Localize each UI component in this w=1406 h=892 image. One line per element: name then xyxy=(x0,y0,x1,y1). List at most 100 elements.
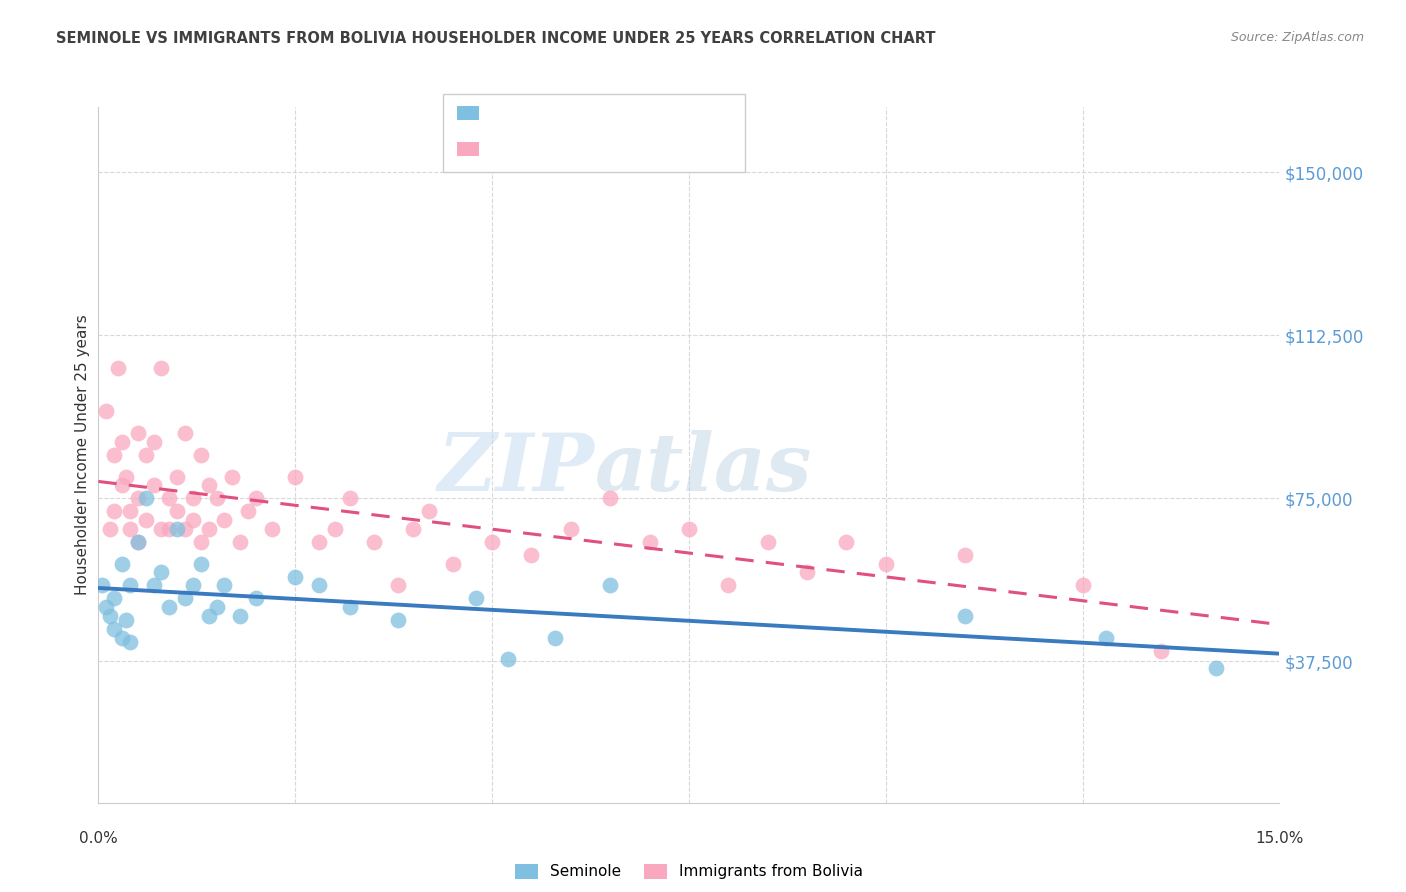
Point xyxy=(197,478,219,492)
Point xyxy=(135,448,157,462)
Point xyxy=(214,578,236,592)
Point xyxy=(1150,643,1173,657)
Legend: Seminole, Immigrants from Bolivia: Seminole, Immigrants from Bolivia xyxy=(509,857,869,886)
Point xyxy=(245,491,267,506)
Point xyxy=(496,652,519,666)
Point xyxy=(190,534,212,549)
Point xyxy=(135,491,157,506)
Point xyxy=(96,600,118,615)
Text: atlas: atlas xyxy=(595,430,811,508)
Point xyxy=(127,426,149,441)
Y-axis label: Householder Income Under 25 years: Householder Income Under 25 years xyxy=(75,315,90,595)
Point xyxy=(118,578,141,592)
Point xyxy=(284,570,307,584)
Point xyxy=(107,361,129,376)
Point xyxy=(190,448,212,462)
Point xyxy=(115,469,138,483)
Point xyxy=(363,534,385,549)
Point xyxy=(638,534,661,549)
Point xyxy=(166,522,188,536)
Point xyxy=(142,434,165,449)
Text: N =: N = xyxy=(609,142,643,156)
Point xyxy=(98,608,121,623)
Point xyxy=(260,522,283,536)
Text: 61: 61 xyxy=(651,142,672,156)
Text: SEMINOLE VS IMMIGRANTS FROM BOLIVIA HOUSEHOLDER INCOME UNDER 25 YEARS CORRELATIO: SEMINOLE VS IMMIGRANTS FROM BOLIVIA HOUS… xyxy=(56,31,936,46)
Point xyxy=(756,534,779,549)
Point xyxy=(127,534,149,549)
Text: -0.294: -0.294 xyxy=(531,106,586,120)
Point xyxy=(236,504,259,518)
Point xyxy=(229,608,252,623)
Point xyxy=(465,591,488,606)
Point xyxy=(181,513,204,527)
Point xyxy=(402,522,425,536)
Point xyxy=(150,566,173,580)
Point xyxy=(166,469,188,483)
Point xyxy=(387,578,409,592)
Point xyxy=(181,578,204,592)
Point xyxy=(1205,661,1227,675)
Point xyxy=(875,557,897,571)
Point xyxy=(166,504,188,518)
Point xyxy=(174,591,197,606)
Point xyxy=(111,434,134,449)
Point xyxy=(560,522,582,536)
Point xyxy=(111,631,134,645)
Point xyxy=(387,613,409,627)
Point xyxy=(1095,631,1118,645)
Point xyxy=(103,591,125,606)
Point xyxy=(96,404,118,418)
Point xyxy=(205,600,228,615)
Point xyxy=(284,469,307,483)
Point xyxy=(520,548,543,562)
Point xyxy=(441,557,464,571)
Point xyxy=(142,478,165,492)
Point xyxy=(418,504,440,518)
Point xyxy=(103,504,125,518)
Point xyxy=(127,491,149,506)
Point xyxy=(953,608,976,623)
Point xyxy=(229,534,252,549)
Text: 15.0%: 15.0% xyxy=(1256,830,1303,846)
Point xyxy=(181,491,204,506)
Point xyxy=(953,548,976,562)
Text: 35: 35 xyxy=(651,106,672,120)
Text: 0.0%: 0.0% xyxy=(79,830,118,846)
Point xyxy=(197,608,219,623)
Point xyxy=(118,635,141,649)
Point xyxy=(174,522,197,536)
Text: R =: R = xyxy=(491,142,524,156)
Point xyxy=(205,491,228,506)
Text: Source: ZipAtlas.com: Source: ZipAtlas.com xyxy=(1230,31,1364,45)
Point xyxy=(190,557,212,571)
Point xyxy=(150,361,173,376)
Point xyxy=(796,566,818,580)
Point xyxy=(174,426,197,441)
Point xyxy=(245,591,267,606)
Point xyxy=(111,557,134,571)
Text: R =: R = xyxy=(491,106,524,120)
Point xyxy=(308,578,330,592)
Point xyxy=(308,534,330,549)
Point xyxy=(157,600,180,615)
Point xyxy=(118,504,141,518)
Point xyxy=(135,513,157,527)
Text: ZIP: ZIP xyxy=(437,430,595,508)
Point xyxy=(103,622,125,636)
Point xyxy=(98,522,121,536)
Text: N =: N = xyxy=(609,106,643,120)
Point xyxy=(678,522,700,536)
Point xyxy=(835,534,858,549)
Point xyxy=(339,491,361,506)
Point xyxy=(115,613,138,627)
Point xyxy=(157,491,180,506)
Point xyxy=(323,522,346,536)
Point xyxy=(214,513,236,527)
Point xyxy=(91,578,114,592)
Point xyxy=(150,522,173,536)
Point xyxy=(599,578,621,592)
Point xyxy=(157,522,180,536)
Point xyxy=(481,534,503,549)
Point xyxy=(717,578,740,592)
